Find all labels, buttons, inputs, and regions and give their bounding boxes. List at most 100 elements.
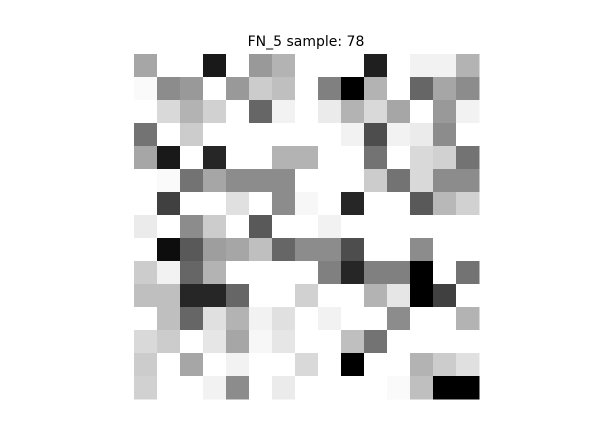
- heatmap-cell: [249, 261, 273, 285]
- heatmap-cell: [341, 307, 365, 331]
- heatmap-cell: [318, 146, 342, 170]
- heatmap-cell: [295, 169, 319, 193]
- heatmap-cell: [387, 376, 411, 400]
- heatmap-cell: [456, 100, 480, 124]
- heatmap-cell: [387, 261, 411, 285]
- heatmap-cell: [433, 376, 457, 400]
- heatmap-cell: [180, 215, 204, 239]
- heatmap-cell: [318, 54, 342, 78]
- heatmap-cell: [226, 284, 250, 308]
- heatmap-cell: [134, 330, 158, 354]
- heatmap-cell: [272, 123, 296, 147]
- heatmap-cell: [387, 215, 411, 239]
- heatmap-cell: [387, 123, 411, 147]
- heatmap-cell: [272, 307, 296, 331]
- heatmap-cell: [157, 307, 181, 331]
- heatmap-cell: [341, 192, 365, 216]
- heatmap-cell: [203, 192, 227, 216]
- heatmap-cell: [180, 100, 204, 124]
- heatmap-cell: [157, 77, 181, 101]
- heatmap-cell: [226, 307, 250, 331]
- heatmap-cell: [203, 169, 227, 193]
- heatmap-cell: [387, 330, 411, 354]
- heatmap-cell: [226, 169, 250, 193]
- heatmap-cell: [318, 123, 342, 147]
- heatmap-cell: [272, 261, 296, 285]
- heatmap-cell: [295, 353, 319, 377]
- heatmap-cell: [249, 307, 273, 331]
- heatmap-cell: [157, 376, 181, 400]
- heatmap-cell: [157, 54, 181, 78]
- heatmap-cell: [157, 353, 181, 377]
- heatmap-cell: [180, 77, 204, 101]
- heatmap-cell: [180, 192, 204, 216]
- heatmap-cell: [456, 376, 480, 400]
- heatmap-cell: [226, 146, 250, 170]
- heatmap-cell: [157, 123, 181, 147]
- heatmap-cell: [295, 238, 319, 262]
- heatmap-cell: [456, 353, 480, 377]
- heatmap-cell: [387, 54, 411, 78]
- heatmap-cell: [433, 261, 457, 285]
- heatmap-cell: [410, 215, 434, 239]
- heatmap-cell: [226, 376, 250, 400]
- heatmap-cell: [387, 192, 411, 216]
- heatmap-cell: [180, 123, 204, 147]
- heatmap-cell: [134, 284, 158, 308]
- heatmap-cell: [180, 146, 204, 170]
- heatmap-cell: [387, 146, 411, 170]
- heatmap-cell: [295, 100, 319, 124]
- heatmap-cell: [364, 330, 388, 354]
- heatmap-cell: [249, 123, 273, 147]
- chart-title: FN_5 sample: 78: [248, 34, 365, 50]
- heatmap-cell: [341, 100, 365, 124]
- heatmap-cell: [272, 54, 296, 78]
- heatmap-cell: [433, 353, 457, 377]
- heatmap-cell: [318, 238, 342, 262]
- heatmap-cell: [226, 100, 250, 124]
- heatmap-cell: [318, 261, 342, 285]
- heatmap-cell: [433, 123, 457, 147]
- heatmap-cell: [341, 215, 365, 239]
- heatmap-cell: [456, 284, 480, 308]
- heatmap-cell: [203, 146, 227, 170]
- heatmap-cell: [433, 215, 457, 239]
- heatmap-cell: [203, 353, 227, 377]
- heatmap-cell: [272, 284, 296, 308]
- heatmap-cell: [272, 100, 296, 124]
- heatmap-cell: [203, 330, 227, 354]
- heatmap-cell: [203, 54, 227, 78]
- heatmap-cell: [364, 215, 388, 239]
- heatmap-cell: [226, 353, 250, 377]
- heatmap-cell: [134, 192, 158, 216]
- heatmap-cell: [295, 330, 319, 354]
- heatmap-cell: [295, 54, 319, 78]
- heatmap-cell: [180, 330, 204, 354]
- heatmap-cell: [456, 261, 480, 285]
- heatmap-cell: [134, 100, 158, 124]
- heatmap-cell: [318, 353, 342, 377]
- heatmap-cell: [433, 146, 457, 170]
- heatmap-cell: [203, 77, 227, 101]
- heatmap-cell: [433, 284, 457, 308]
- heatmap-cell: [134, 77, 158, 101]
- heatmap-cell: [341, 353, 365, 377]
- heatmap-cell: [157, 330, 181, 354]
- heatmap-cell: [295, 123, 319, 147]
- heatmap-cell: [410, 238, 434, 262]
- heatmap-cell: [272, 353, 296, 377]
- heatmap-cell: [226, 238, 250, 262]
- heatmap-cell: [203, 261, 227, 285]
- heatmap-cell: [341, 284, 365, 308]
- heatmap-cell: [272, 192, 296, 216]
- heatmap-cell: [295, 192, 319, 216]
- heatmap-cell: [249, 353, 273, 377]
- heatmap-cell: [134, 261, 158, 285]
- heatmap-cell: [341, 261, 365, 285]
- heatmap-cell: [295, 261, 319, 285]
- heatmap-cell: [364, 169, 388, 193]
- heatmap-cell: [410, 123, 434, 147]
- heatmap-cell: [410, 54, 434, 78]
- heatmap-cell: [364, 100, 388, 124]
- heatmap-cell: [295, 215, 319, 239]
